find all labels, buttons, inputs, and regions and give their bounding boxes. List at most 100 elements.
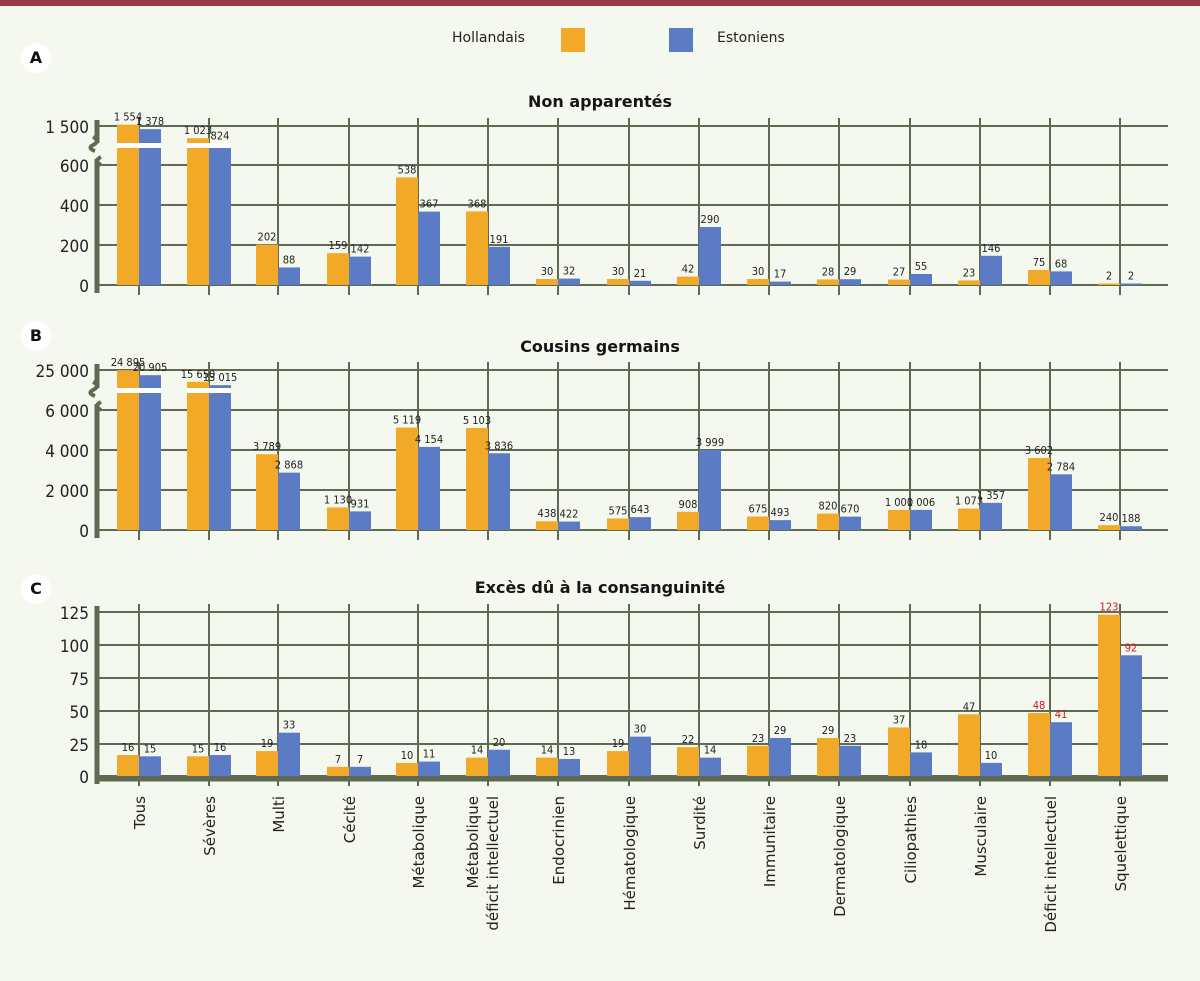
y-tick-label-c-0: 0: [79, 768, 89, 788]
data-label-a-estoniens-2: 88: [283, 253, 296, 266]
x-category-label-4: Métabolique: [410, 796, 428, 889]
data-label-a-hollandais-6: 30: [541, 265, 554, 278]
data-label-a-hollandais-14: 2: [1106, 270, 1112, 283]
x-category-label-1: Sévères: [201, 796, 219, 856]
axis-break-gap-b: [91, 388, 103, 404]
data-label-c-hollandais-10: 29: [822, 724, 835, 737]
bar-break-b-1-1: [209, 388, 231, 393]
data-label-c-hollandais-0: 16: [122, 741, 135, 754]
data-label-a-estoniens-5: 191: [490, 233, 509, 246]
panel-letter-a: A: [21, 43, 51, 73]
data-label-b-estoniens-7: 643: [631, 503, 650, 516]
data-label-c-hollandais-5: 14: [471, 744, 484, 757]
data-label-b-hollandais-7: 575: [609, 505, 628, 518]
data-label-b-hollandais-13: 3 602: [1025, 444, 1053, 457]
data-label-b-estoniens-11: 1 006: [907, 496, 935, 509]
data-label-c-hollandais-11: 37: [893, 713, 906, 726]
bar-a-estoniens-11: [910, 274, 932, 285]
x-category-label-8: Surdité: [691, 796, 709, 850]
y-tick-label-b-3: 6 000: [45, 402, 89, 422]
data-label-c-estoniens-2: 33: [283, 719, 296, 732]
bar-break-a-0-0: [117, 143, 139, 148]
x-category-label-3: Cécité: [341, 796, 359, 843]
panel-title-a: Non apparentés: [528, 92, 672, 111]
bar-c-hollandais-0: [117, 755, 139, 776]
data-label-b-estoniens-8: 3 999: [696, 436, 724, 449]
data-label-c-estoniens-12: 10: [985, 749, 998, 762]
bar-a-estoniens-0: [139, 129, 161, 285]
bar-a-estoniens-12: [980, 255, 1002, 285]
bar-a-hollandais-13: [1028, 270, 1050, 285]
bar-c-hollandais-2: [256, 751, 278, 776]
bar-c-hollandais-9: [747, 745, 769, 776]
bar-a-estoniens-4: [418, 211, 440, 285]
bar-c-hollandais-1: [187, 756, 209, 776]
data-label-b-estoniens-5: 3 836: [485, 439, 513, 452]
bar-c-estoniens-8: [699, 757, 721, 776]
x-category-label-6: Endocrinien: [550, 796, 568, 885]
data-label-b-hollandais-6: 438: [538, 507, 557, 520]
data-label-c-hollandais-12: 47: [963, 700, 976, 713]
data-label-c-hollandais-6: 14: [541, 744, 554, 757]
bar-a-estoniens-8: [699, 227, 721, 285]
data-label-a-hollandais-1: 1 023: [184, 124, 212, 137]
data-label-a-hollandais-3: 159: [329, 239, 348, 252]
data-label-b-hollandais-11: 1 000: [885, 496, 913, 509]
bar-a-estoniens-7: [629, 280, 651, 285]
bar-c-estoniens-14: [1120, 655, 1142, 776]
bar-a-estoniens-14: [1120, 283, 1142, 285]
data-label-b-hollandais-9: 675: [749, 503, 768, 516]
data-label-c-estoniens-10: 23: [844, 732, 857, 745]
y-tick-label-c-4: 100: [60, 637, 89, 657]
data-label-b-estoniens-1: 13 015: [203, 371, 238, 384]
bar-b-estoniens-4: [418, 446, 440, 530]
data-label-b-estoniens-0: 20 905: [133, 361, 168, 374]
data-label-a-estoniens-3: 142: [351, 243, 370, 256]
bar-b-estoniens-3: [349, 511, 371, 530]
y-tick-label-b-4: 25 000: [36, 362, 90, 382]
x-category-label-14: Squelettique: [1112, 796, 1130, 891]
bar-a-estoniens-5: [488, 246, 510, 285]
data-label-c-estoniens-5: 20: [493, 736, 506, 749]
bar-a-estoniens-1: [209, 143, 231, 285]
data-label-b-estoniens-10: 670: [841, 503, 860, 516]
bar-b-hollandais-9: [747, 516, 769, 530]
bar-break-b-0-0: [117, 388, 139, 393]
panel-letter-b: B: [21, 321, 51, 351]
data-label-a-estoniens-14: 2: [1128, 270, 1134, 283]
data-label-b-estoniens-12: 1 357: [977, 489, 1005, 502]
bar-b-hollandais-1: [187, 381, 209, 530]
bar-a-hollandais-4: [396, 177, 418, 285]
bar-break-a-1-1: [209, 143, 231, 148]
bar-b-estoniens-14: [1120, 526, 1142, 530]
data-label-a-hollandais-4: 538: [398, 163, 417, 176]
bar-a-hollandais-1: [187, 138, 209, 285]
bar-b-estoniens-8: [699, 450, 721, 530]
bar-c-estoniens-7: [629, 736, 651, 776]
y-tick-label-c-3: 75: [70, 670, 89, 690]
data-label-c-estoniens-4: 11: [423, 748, 436, 761]
bar-a-hollandais-14: [1098, 283, 1120, 285]
legend-swatch-hollandais: [561, 28, 585, 52]
bar-c-hollandais-4: [396, 762, 418, 776]
data-label-a-hollandais-12: 23: [963, 266, 976, 279]
panel-title-c: Excès dû à la consanguinité: [474, 578, 726, 597]
bar-b-estoniens-6: [558, 521, 580, 530]
bar-c-hollandais-11: [888, 727, 910, 776]
data-label-a-hollandais-8: 42: [682, 263, 695, 276]
data-label-b-estoniens-4: 4 154: [415, 433, 443, 446]
y-tick-label-a-1: 200: [60, 237, 89, 257]
x-category-label-11: Ciliopathies: [902, 796, 920, 884]
bar-c-hollandais-3: [327, 766, 349, 776]
bar-c-hollandais-10: [817, 737, 839, 776]
bar-b-hollandais-0: [117, 370, 139, 530]
bar-a-hollandais-9: [747, 279, 769, 285]
panel-title-b: Cousins germains: [520, 337, 680, 356]
bar-c-estoniens-3: [349, 766, 371, 776]
y-tick-label-a-3: 600: [60, 157, 89, 177]
legend: Hollandais Estoniens: [0, 24, 1200, 54]
data-label-a-estoniens-10: 29: [844, 265, 857, 278]
bar-a-hollandais-11: [888, 279, 910, 285]
data-label-a-estoniens-6: 32: [563, 265, 576, 278]
data-label-c-estoniens-1: 16: [214, 741, 227, 754]
